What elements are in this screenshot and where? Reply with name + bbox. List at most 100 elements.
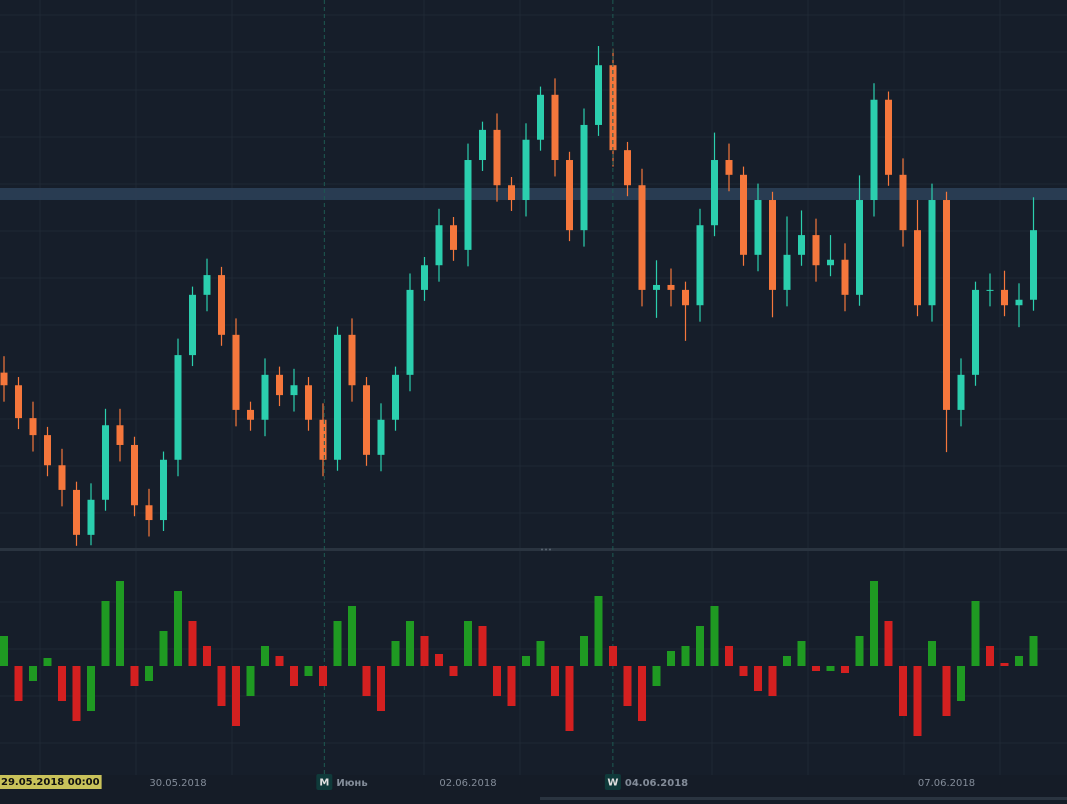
candle-body	[174, 355, 182, 460]
candle-body	[769, 200, 776, 290]
histogram-bar	[1015, 656, 1023, 666]
candle-body	[87, 499, 95, 535]
candle-body	[102, 425, 109, 500]
histogram-bar	[667, 651, 675, 666]
pane-separator[interactable]	[0, 548, 1067, 551]
candle-body	[783, 254, 791, 290]
histogram-bar	[72, 666, 81, 721]
histogram-bar	[928, 641, 936, 666]
candle-body	[827, 259, 834, 266]
candle-body	[261, 374, 269, 420]
histogram-bar	[449, 666, 458, 676]
histogram-bar	[145, 666, 153, 681]
candle-body	[580, 124, 588, 231]
candle-body	[667, 284, 675, 290]
candle-body	[334, 334, 341, 460]
histogram-bar	[43, 658, 52, 666]
histogram-bar	[841, 666, 849, 673]
candle-body	[58, 465, 66, 490]
histogram-bar	[14, 666, 23, 701]
candle-body	[537, 94, 544, 140]
histogram-bar	[348, 606, 356, 666]
candle-body	[566, 160, 573, 231]
crosshair-time-badge	[0, 775, 102, 789]
candle-body	[740, 174, 747, 255]
histogram-bar	[913, 666, 922, 736]
histogram-bar	[754, 666, 762, 691]
candle-body	[392, 374, 399, 420]
x-tick-label: 02.06.2018	[439, 778, 496, 789]
candle-body	[363, 385, 370, 455]
candle-body	[1001, 289, 1008, 306]
histogram-bar	[319, 666, 327, 686]
scrollbar[interactable]	[540, 797, 1067, 800]
histogram-bar	[101, 601, 110, 666]
histogram-bar	[58, 666, 66, 701]
histogram-bar	[652, 666, 661, 686]
x-tick-label: 30.05.2018	[149, 778, 206, 789]
separator-grip[interactable]	[541, 548, 551, 551]
candle-body	[812, 235, 820, 266]
grid	[0, 0, 1067, 775]
candle-body	[754, 200, 762, 255]
candle-body	[696, 225, 704, 306]
candle-body	[522, 139, 530, 201]
histogram-bar	[464, 621, 472, 666]
candle-body	[711, 160, 718, 226]
candle-body	[508, 185, 515, 201]
histogram-bar	[870, 581, 878, 666]
candle-body	[885, 99, 892, 175]
histogram-bar	[493, 666, 501, 696]
histogram-bar	[174, 591, 182, 666]
candle-body	[957, 374, 965, 410]
histogram-bar	[246, 666, 255, 696]
histogram-bar	[623, 666, 632, 706]
histogram-bar	[1000, 663, 1009, 666]
histogram-bar	[522, 656, 530, 666]
candle-body	[870, 99, 878, 201]
candle-body	[624, 150, 631, 186]
histogram-bar	[986, 646, 994, 666]
candle-body	[15, 385, 22, 419]
histogram-bar	[333, 621, 342, 666]
candle-body	[203, 275, 211, 295]
period-marker-badge	[316, 774, 333, 790]
candle-body	[841, 259, 849, 295]
histogram-bar	[551, 666, 559, 696]
histogram-bar	[681, 646, 690, 666]
histogram-bar	[812, 666, 820, 671]
x-tick-label: Июнь	[336, 778, 367, 789]
histogram-bar	[899, 666, 907, 716]
histogram-bar	[159, 631, 168, 666]
candle-body	[232, 334, 240, 410]
histogram-bar	[0, 636, 8, 666]
histogram-bar	[739, 666, 748, 676]
x-tick-label: 04.06.2018	[625, 778, 688, 789]
highlight-band	[0, 187, 1067, 200]
histogram-bar	[304, 666, 313, 676]
candle-body	[450, 225, 457, 250]
candle-body	[493, 129, 501, 186]
histogram-bar	[406, 621, 414, 666]
histogram-bar	[536, 641, 545, 666]
candle-body	[247, 409, 254, 420]
histogram-bar	[362, 666, 371, 696]
candle-body	[348, 334, 356, 386]
histogram-bar	[87, 666, 95, 711]
candle-body	[914, 230, 921, 306]
histogram-bar	[594, 596, 603, 666]
candle-body	[464, 160, 472, 250]
histogram-bar	[232, 666, 240, 726]
histogram-bar	[797, 641, 806, 666]
histogram-bar	[507, 666, 516, 706]
candle-body	[1015, 299, 1023, 306]
candle-body	[377, 419, 385, 455]
candle-body	[29, 418, 37, 436]
period-marker-badge	[604, 774, 621, 790]
candle-body	[943, 200, 950, 410]
candle-body	[73, 489, 80, 535]
histogram-bar	[710, 606, 719, 666]
histogram-bar	[580, 636, 588, 666]
x-tick-label: 07.06.2018	[918, 778, 975, 789]
candle-body	[305, 385, 312, 420]
